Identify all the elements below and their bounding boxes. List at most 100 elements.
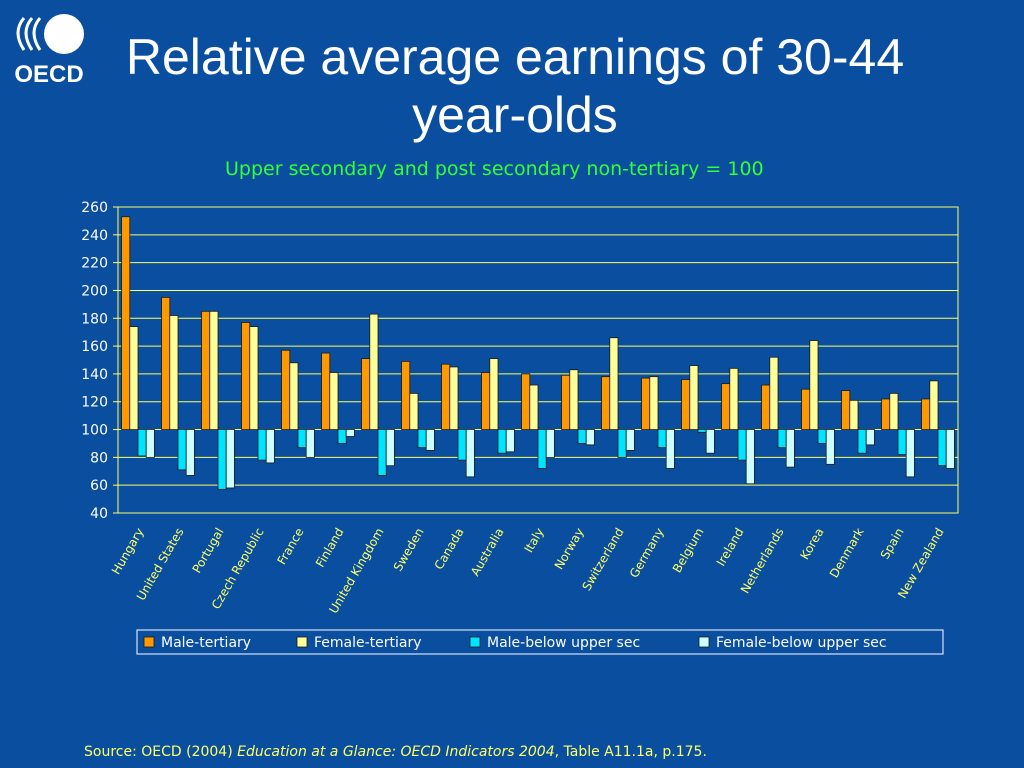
y-tick-label: 260: [81, 200, 108, 216]
logo-text: OECD: [14, 61, 83, 88]
bar: [201, 310, 211, 430]
legend-label: Female-below upper sec: [716, 635, 887, 651]
bar: [369, 313, 379, 430]
bar: [841, 390, 851, 430]
legend-swatch: [469, 636, 481, 648]
bar: [585, 429, 595, 446]
bar: [625, 429, 635, 451]
y-axis: 40 60 80 100 120 140 160 180 200 220 240 260: [81, 200, 118, 522]
bar: [681, 379, 691, 430]
y-tick-label: 100: [81, 423, 108, 439]
legend-swatch: [698, 636, 710, 648]
bar: [705, 429, 715, 454]
bar: [689, 365, 699, 430]
bar-chart: 40 60 80 100 120 140 160 180 200 220 240 260 Hungar…: [81, 200, 959, 655]
source-suffix: , Table A11.1a, p.175.: [554, 744, 707, 760]
plot-area-border: [117, 206, 959, 514]
bar: [305, 429, 315, 458]
bar: [377, 429, 387, 476]
category-label: Italy: [521, 526, 546, 556]
bar: [425, 429, 435, 451]
bar: [145, 429, 155, 458]
category-label: Norway: [552, 526, 587, 572]
bar: [481, 372, 491, 430]
bar: [537, 429, 547, 469]
legend-label: Male-below upper sec: [487, 635, 640, 651]
bar: [785, 429, 795, 468]
oecd-logo: OECD: [14, 14, 84, 88]
category-label: Denmark: [827, 525, 867, 580]
source-prefix: Source: OECD (2004): [84, 744, 238, 760]
bar: [737, 429, 747, 461]
bar: [745, 429, 755, 485]
bar: [617, 429, 627, 458]
bar: [209, 310, 219, 430]
bar: [257, 429, 267, 461]
bar: [505, 429, 515, 453]
category-label: Finland: [313, 526, 347, 570]
bar: [521, 373, 531, 430]
category-label: Korea: [797, 526, 826, 562]
bar: [697, 429, 707, 433]
category-label: France: [275, 526, 307, 568]
category-label: Hungary: [109, 526, 147, 577]
bar: [809, 340, 819, 430]
bar: [129, 326, 139, 430]
bar: [449, 366, 459, 430]
bar: [529, 384, 539, 430]
bar: [721, 383, 731, 430]
y-tick-label: 120: [81, 395, 108, 411]
bar: [569, 369, 579, 430]
bar: [641, 377, 651, 430]
bar: [345, 429, 355, 437]
bar: [121, 216, 131, 430]
bar: [665, 429, 675, 469]
bar: [905, 429, 915, 478]
bar: [361, 358, 371, 430]
source-note: Source: OECD (2004) Education at a Glanc…: [84, 744, 707, 760]
bar: [609, 337, 619, 430]
category-label: Australia: [468, 526, 507, 579]
legend-label: Female-tertiary: [314, 635, 422, 651]
legend-swatch: [296, 636, 308, 648]
bar: [937, 429, 947, 467]
bar: [881, 398, 891, 430]
y-tick-label: 200: [81, 283, 108, 299]
category-label: Netherlands: [738, 526, 787, 596]
bars-layer: [121, 216, 955, 490]
bar: [465, 429, 475, 478]
bar: [409, 392, 419, 430]
bar: [441, 363, 451, 430]
legend: Male-tertiary Female-tertiary Male-below u…: [136, 629, 944, 655]
bar: [921, 398, 931, 430]
y-tick-label: 80: [90, 450, 108, 466]
bar: [801, 388, 811, 430]
bar: [897, 429, 907, 455]
bar: [337, 429, 347, 444]
logo-circle: [44, 14, 84, 54]
bar: [289, 362, 299, 430]
bar: [497, 429, 507, 454]
legend-box: [136, 629, 944, 655]
bar: [657, 429, 667, 449]
y-tick-label: 160: [81, 339, 108, 355]
bar: [321, 352, 331, 430]
bar: [225, 429, 235, 489]
bar: [217, 429, 227, 490]
bar: [945, 429, 955, 469]
bar: [185, 429, 195, 476]
bar: [889, 392, 899, 430]
bar: [137, 429, 147, 457]
category-label: Sweden: [391, 526, 427, 574]
logo-arc-3: [32, 17, 42, 51]
bar: [329, 372, 339, 430]
category-label: Germany: [627, 526, 667, 581]
bar: [817, 429, 827, 444]
bar: [249, 326, 259, 430]
bar: [649, 376, 659, 430]
bar: [577, 429, 587, 444]
bar: [265, 429, 275, 464]
bar: [169, 315, 179, 430]
category-label: Ireland: [714, 526, 747, 569]
